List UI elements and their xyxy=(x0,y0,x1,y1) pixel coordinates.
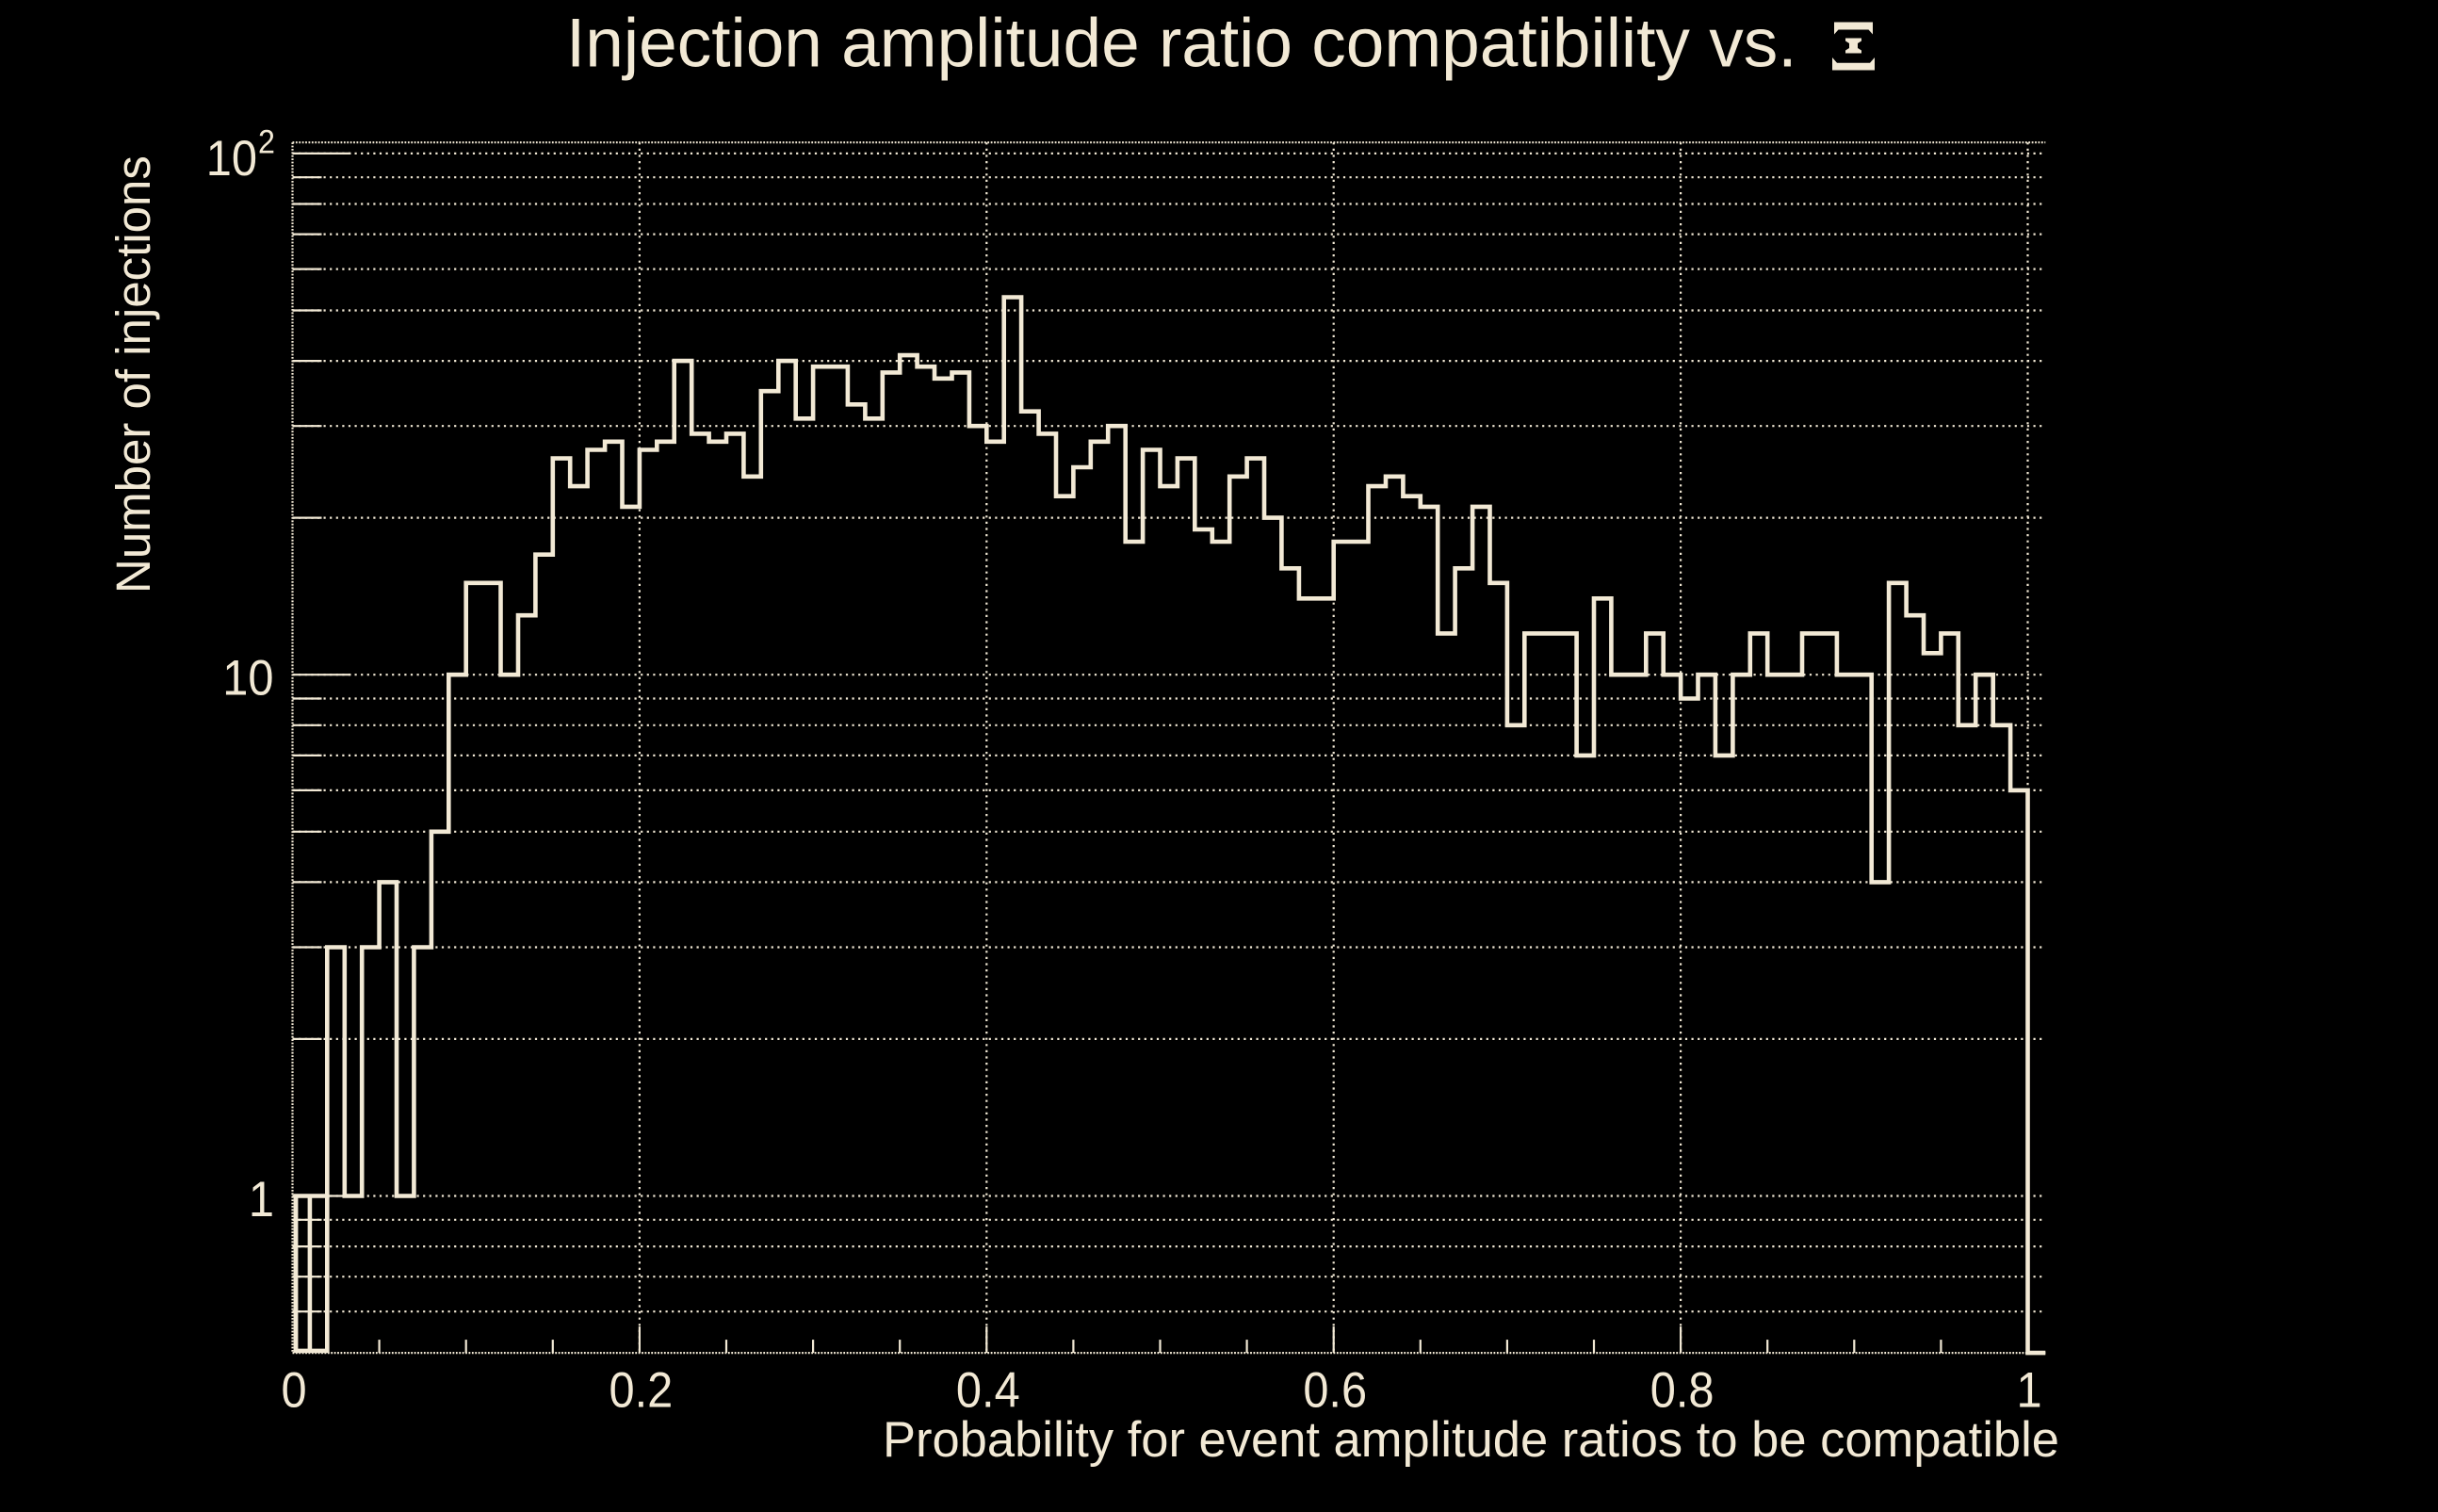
svg-text:Probability for event amplitud: Probability for event amplitude ratios t… xyxy=(883,1412,2059,1468)
svg-text:0.8: 0.8 xyxy=(1650,1362,1715,1418)
svg-text:0.6: 0.6 xyxy=(1303,1362,1367,1418)
svg-text:Injection amplitude ratio comp: Injection amplitude ratio compatibility … xyxy=(566,6,1796,82)
svg-text:10: 10 xyxy=(222,650,273,706)
svg-text:0.2: 0.2 xyxy=(610,1362,674,1418)
svg-text:0: 0 xyxy=(281,1362,306,1418)
svg-text:Number of injections: Number of injections xyxy=(106,155,160,593)
svg-text:0.4: 0.4 xyxy=(956,1362,1020,1418)
svg-text:10: 10 xyxy=(206,130,257,186)
svg-text:2: 2 xyxy=(258,124,275,161)
svg-text:1: 1 xyxy=(249,1171,274,1227)
svg-text:1: 1 xyxy=(2016,1362,2041,1418)
